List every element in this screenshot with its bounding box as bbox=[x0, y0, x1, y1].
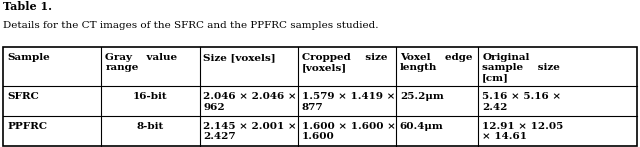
Text: Voxel    edge
length: Voxel edge length bbox=[400, 53, 472, 72]
Text: SFRC: SFRC bbox=[7, 92, 39, 101]
Bar bbox=[3, 47, 637, 146]
Text: 8-bit: 8-bit bbox=[137, 122, 164, 131]
Text: 1.579 × 1.419 ×
877: 1.579 × 1.419 × 877 bbox=[301, 92, 395, 112]
Text: Sample: Sample bbox=[7, 53, 50, 62]
Text: 16-bit: 16-bit bbox=[133, 92, 168, 101]
Text: PPFRC: PPFRC bbox=[7, 122, 47, 131]
Text: 2.046 × 2.046 ×
962: 2.046 × 2.046 × 962 bbox=[204, 92, 297, 112]
Text: Details for the CT images of the SFRC and the PPFRC samples studied.: Details for the CT images of the SFRC an… bbox=[3, 21, 379, 30]
Text: 1.600 × 1.600 ×
1.600: 1.600 × 1.600 × 1.600 bbox=[301, 122, 396, 141]
Text: Original
sample    size
[cm]: Original sample size [cm] bbox=[483, 53, 560, 83]
Text: 12.91 × 12.05
× 14.61: 12.91 × 12.05 × 14.61 bbox=[483, 122, 563, 141]
Text: Gray    value
range: Gray value range bbox=[105, 53, 177, 72]
Text: Table 1.: Table 1. bbox=[3, 1, 52, 12]
Text: Cropped    size
[voxels]: Cropped size [voxels] bbox=[301, 53, 387, 72]
Text: Size [voxels]: Size [voxels] bbox=[204, 53, 276, 62]
Text: 60.4μm: 60.4μm bbox=[400, 122, 444, 131]
Text: 25.2μm: 25.2μm bbox=[400, 92, 444, 101]
Text: 5.16 × 5.16 ×
2.42: 5.16 × 5.16 × 2.42 bbox=[483, 92, 561, 112]
Text: 2.145 × 2.001 ×
2.427: 2.145 × 2.001 × 2.427 bbox=[204, 122, 297, 141]
